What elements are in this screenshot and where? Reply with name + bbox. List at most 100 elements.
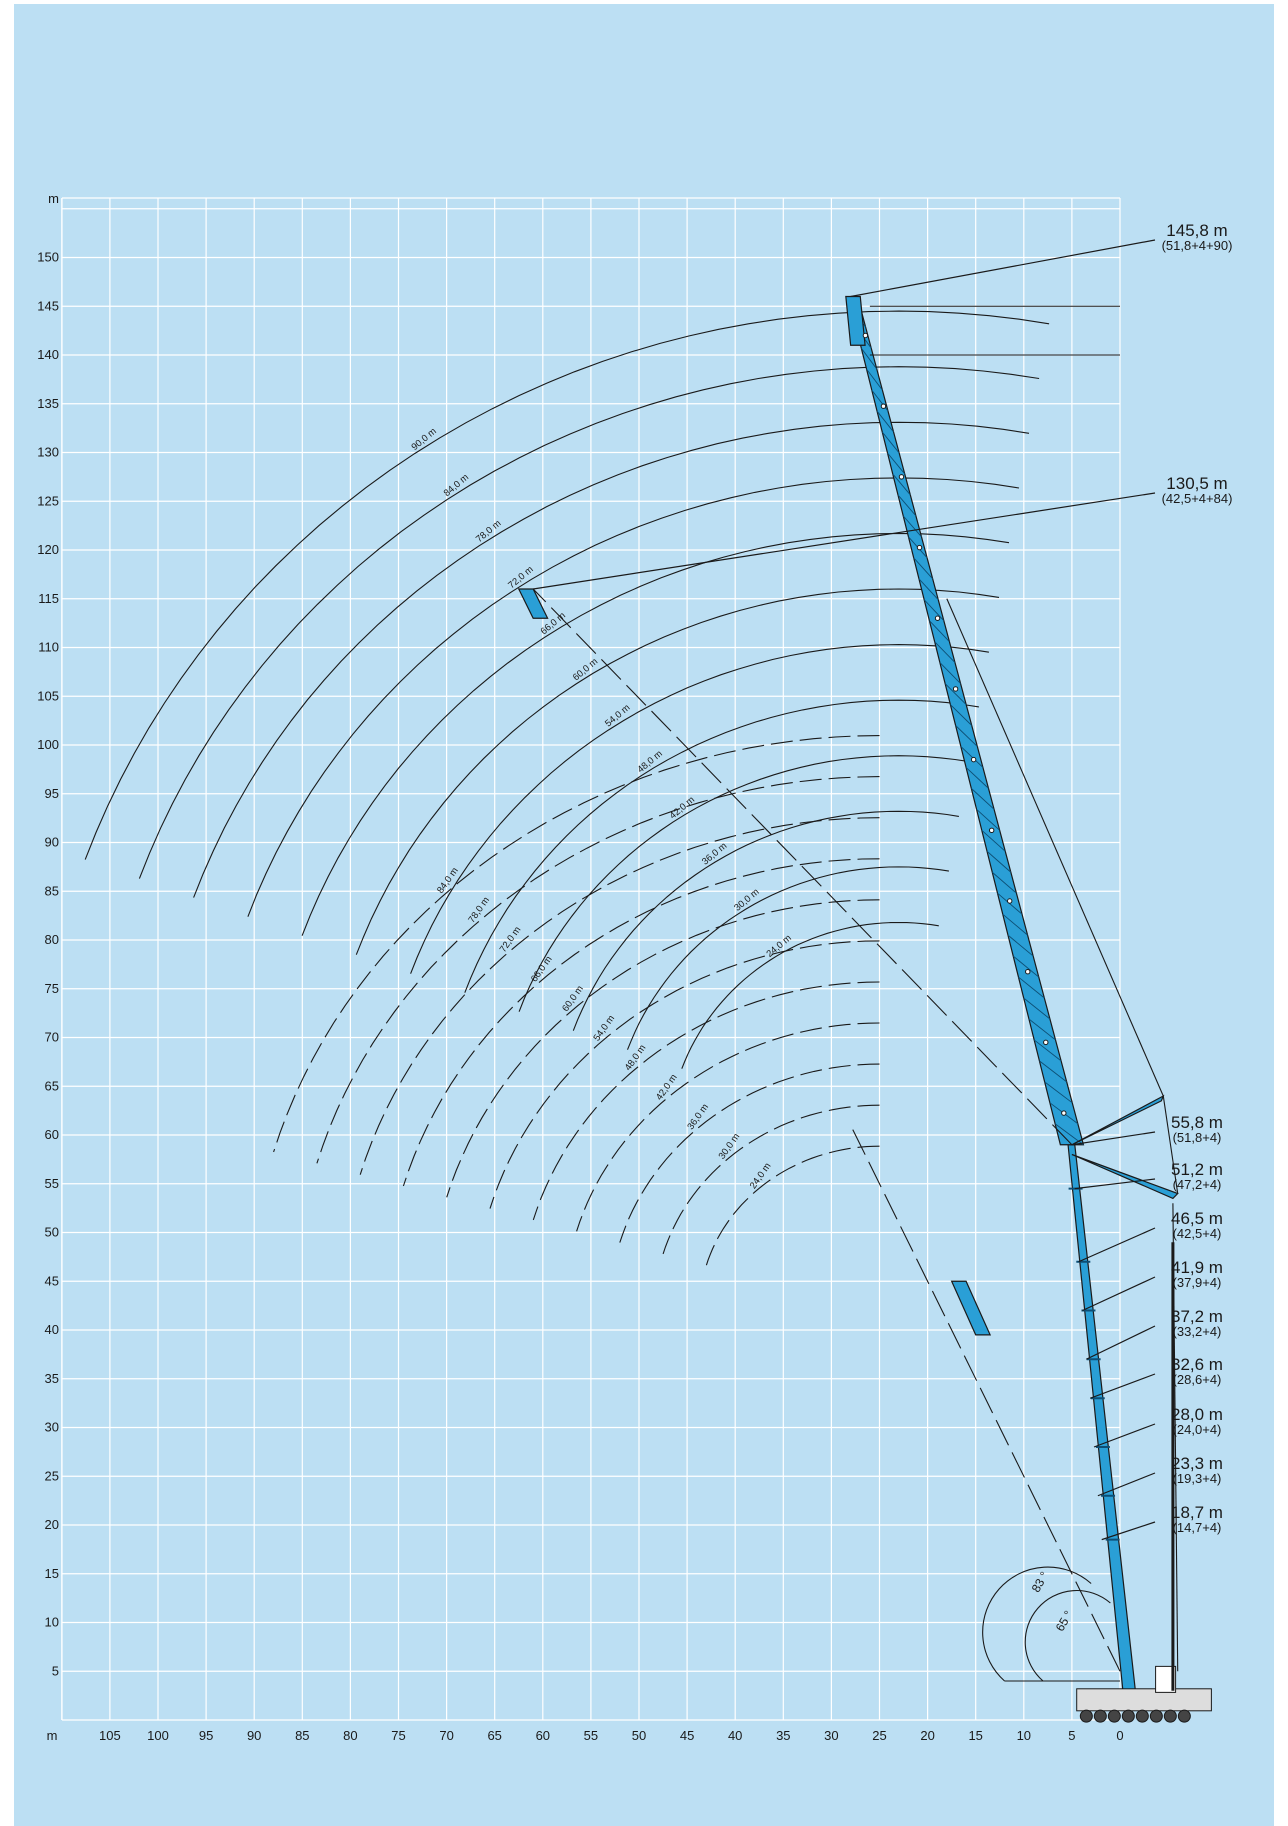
jib-curve-lower bbox=[273, 735, 880, 1153]
x-tick-label: 85 bbox=[295, 1728, 309, 1743]
y-unit-label: m bbox=[48, 191, 59, 206]
x-tick-label: 60 bbox=[536, 1728, 550, 1743]
jib-curve-upper bbox=[572, 810, 959, 1031]
jib-curves: 90,0 m84,0 m78,0 m72,0 m66,0 m60,0 m54,0… bbox=[84, 310, 1050, 1266]
config-combo-label: (47,2+4) bbox=[1173, 1177, 1222, 1192]
jib-lattice-brace bbox=[860, 347, 878, 370]
x-tick-label: 90 bbox=[247, 1728, 261, 1743]
config-combo-label: (28,6+4) bbox=[1173, 1372, 1222, 1387]
jib-lattice-brace bbox=[887, 452, 906, 475]
config-leader-line bbox=[850, 239, 1156, 298]
jib-lattice-brace bbox=[876, 410, 894, 433]
y-tick-label: 20 bbox=[45, 1517, 59, 1532]
x-tick-label: 105 bbox=[99, 1728, 121, 1743]
jib-lattice-brace bbox=[934, 641, 956, 663]
y-tick-label: 5 bbox=[52, 1663, 59, 1678]
config-height-label: 46,5 m bbox=[1171, 1209, 1223, 1228]
jib-curve-lower bbox=[402, 858, 880, 1187]
x-tick-label: 100 bbox=[147, 1728, 169, 1743]
angle-arc-65 bbox=[1024, 1589, 1111, 1682]
config-leader-line bbox=[1097, 1472, 1156, 1497]
x-tick-label: 0 bbox=[1116, 1728, 1123, 1743]
y-tick-label: 55 bbox=[45, 1176, 59, 1191]
config-combo-label: (42,5+4) bbox=[1173, 1226, 1222, 1241]
y-axis: 5 10 15 20 25 30 35 40 45 50 55 60 65 70 75 80 85 90 95 100… bbox=[37, 191, 59, 1678]
jib-curve-lower-label: 78,0 m bbox=[466, 895, 492, 925]
angle-label-83: 83 ° bbox=[1029, 1569, 1052, 1595]
y-tick-label: 50 bbox=[45, 1225, 59, 1240]
y-tick-label: 65 bbox=[45, 1078, 59, 1093]
config-height-label: 41,9 m bbox=[1171, 1258, 1223, 1277]
angle-arc-83 bbox=[982, 1566, 1092, 1682]
jib-curve-lower bbox=[446, 899, 880, 1198]
config-combo-label: (33,2+4) bbox=[1173, 1324, 1222, 1339]
carrier-wheel bbox=[1121, 1709, 1135, 1723]
config-leader-line bbox=[1101, 1521, 1156, 1541]
config-leader-line bbox=[533, 492, 1156, 590]
config-leader-line bbox=[1071, 1131, 1156, 1146]
y-tick-label: 120 bbox=[37, 542, 59, 557]
config-height-label: 18,7 m bbox=[1171, 1503, 1223, 1522]
jib-lattice-brace bbox=[981, 829, 1006, 852]
jib-lattice-brace bbox=[1007, 934, 1034, 957]
config-height-label: 55,8 m bbox=[1171, 1113, 1223, 1132]
short-jib-section bbox=[950, 1280, 992, 1336]
y-tick-label: 70 bbox=[45, 1030, 59, 1045]
boom-pin bbox=[934, 615, 941, 621]
y-tick-label: 60 bbox=[45, 1127, 59, 1142]
lower-jib-extension bbox=[850, 1125, 1121, 1672]
jib-curve-upper bbox=[681, 921, 939, 1069]
derrick-strut-lower bbox=[1071, 1153, 1179, 1200]
config-combo-label: (51,8+4) bbox=[1173, 1130, 1222, 1145]
y-tick-label: 15 bbox=[45, 1566, 59, 1581]
config-combo-label: (14,7+4) bbox=[1173, 1520, 1222, 1535]
jib-curve-upper bbox=[518, 755, 969, 1012]
jib-head-top-config bbox=[845, 295, 866, 346]
x-tick-label: 25 bbox=[872, 1728, 886, 1743]
jib-lattice-brace bbox=[976, 809, 1000, 831]
y-tick-label: 40 bbox=[45, 1322, 59, 1337]
lower-jib-axis bbox=[532, 588, 1073, 1146]
x-tick-label: 15 bbox=[968, 1728, 982, 1743]
carrier-wheel bbox=[1163, 1709, 1177, 1723]
jib-curve-upper bbox=[301, 532, 1010, 936]
carrier-body bbox=[1076, 1688, 1212, 1712]
config-height-label: 51,2 m bbox=[1171, 1160, 1223, 1179]
y-tick-label: 130 bbox=[37, 445, 59, 460]
jib-lattice-brace bbox=[965, 767, 989, 789]
config-leader-line bbox=[1078, 1227, 1156, 1263]
boom-pin bbox=[988, 827, 995, 834]
jib-curve-upper bbox=[355, 588, 1000, 955]
jib-lattice-brace bbox=[1002, 913, 1028, 936]
boom-pin bbox=[916, 544, 923, 551]
x-tick-label: 95 bbox=[199, 1728, 213, 1743]
jib-curve-upper-label: 54,0 m bbox=[603, 702, 632, 729]
configuration-labels: 145,8 m(51,8+4+90) 130,5 m(42,5+4+84) 55,8… bbox=[533, 221, 1233, 1541]
derrick-strut-upper bbox=[1071, 1094, 1165, 1146]
jib-curve-upper-label: 72,0 m bbox=[506, 564, 535, 591]
config-combo-label: (42,5+4+84) bbox=[1162, 491, 1233, 506]
config-leader-line bbox=[1093, 1423, 1156, 1448]
jib-curve-lower bbox=[705, 1145, 880, 1266]
y-tick-label: 150 bbox=[37, 250, 59, 265]
jib-lattice-brace bbox=[1039, 1060, 1067, 1083]
x-tick-label: 70 bbox=[439, 1728, 453, 1743]
boom-pin bbox=[880, 403, 887, 409]
x-axis: 105 100 95 90 85 80 75 70 65 60 55 50 45 40 35 30 25 20 15… bbox=[47, 1728, 1124, 1743]
jib-lattice-brace bbox=[866, 368, 883, 391]
x-tick-label: 20 bbox=[920, 1728, 934, 1743]
jib-lattice-brace bbox=[929, 620, 950, 642]
x-tick-label: 30 bbox=[824, 1728, 838, 1743]
jib-lattice-brace bbox=[939, 662, 961, 684]
y-tick-label: 140 bbox=[37, 347, 59, 362]
jib-curve-upper-label: 30,0 m bbox=[732, 887, 761, 914]
y-tick-label: 35 bbox=[45, 1371, 59, 1386]
config-height-label: 23,3 m bbox=[1171, 1454, 1223, 1473]
jib-curve-lower bbox=[619, 1063, 880, 1243]
config-combo-label: (24,0+4) bbox=[1173, 1422, 1222, 1437]
x-tick-label: 10 bbox=[1017, 1728, 1031, 1743]
y-tick-label: 45 bbox=[45, 1273, 59, 1288]
jib-curve-upper bbox=[138, 366, 1040, 879]
config-combo-label: (19,3+4) bbox=[1173, 1471, 1222, 1486]
x-unit-label: m bbox=[47, 1728, 58, 1743]
